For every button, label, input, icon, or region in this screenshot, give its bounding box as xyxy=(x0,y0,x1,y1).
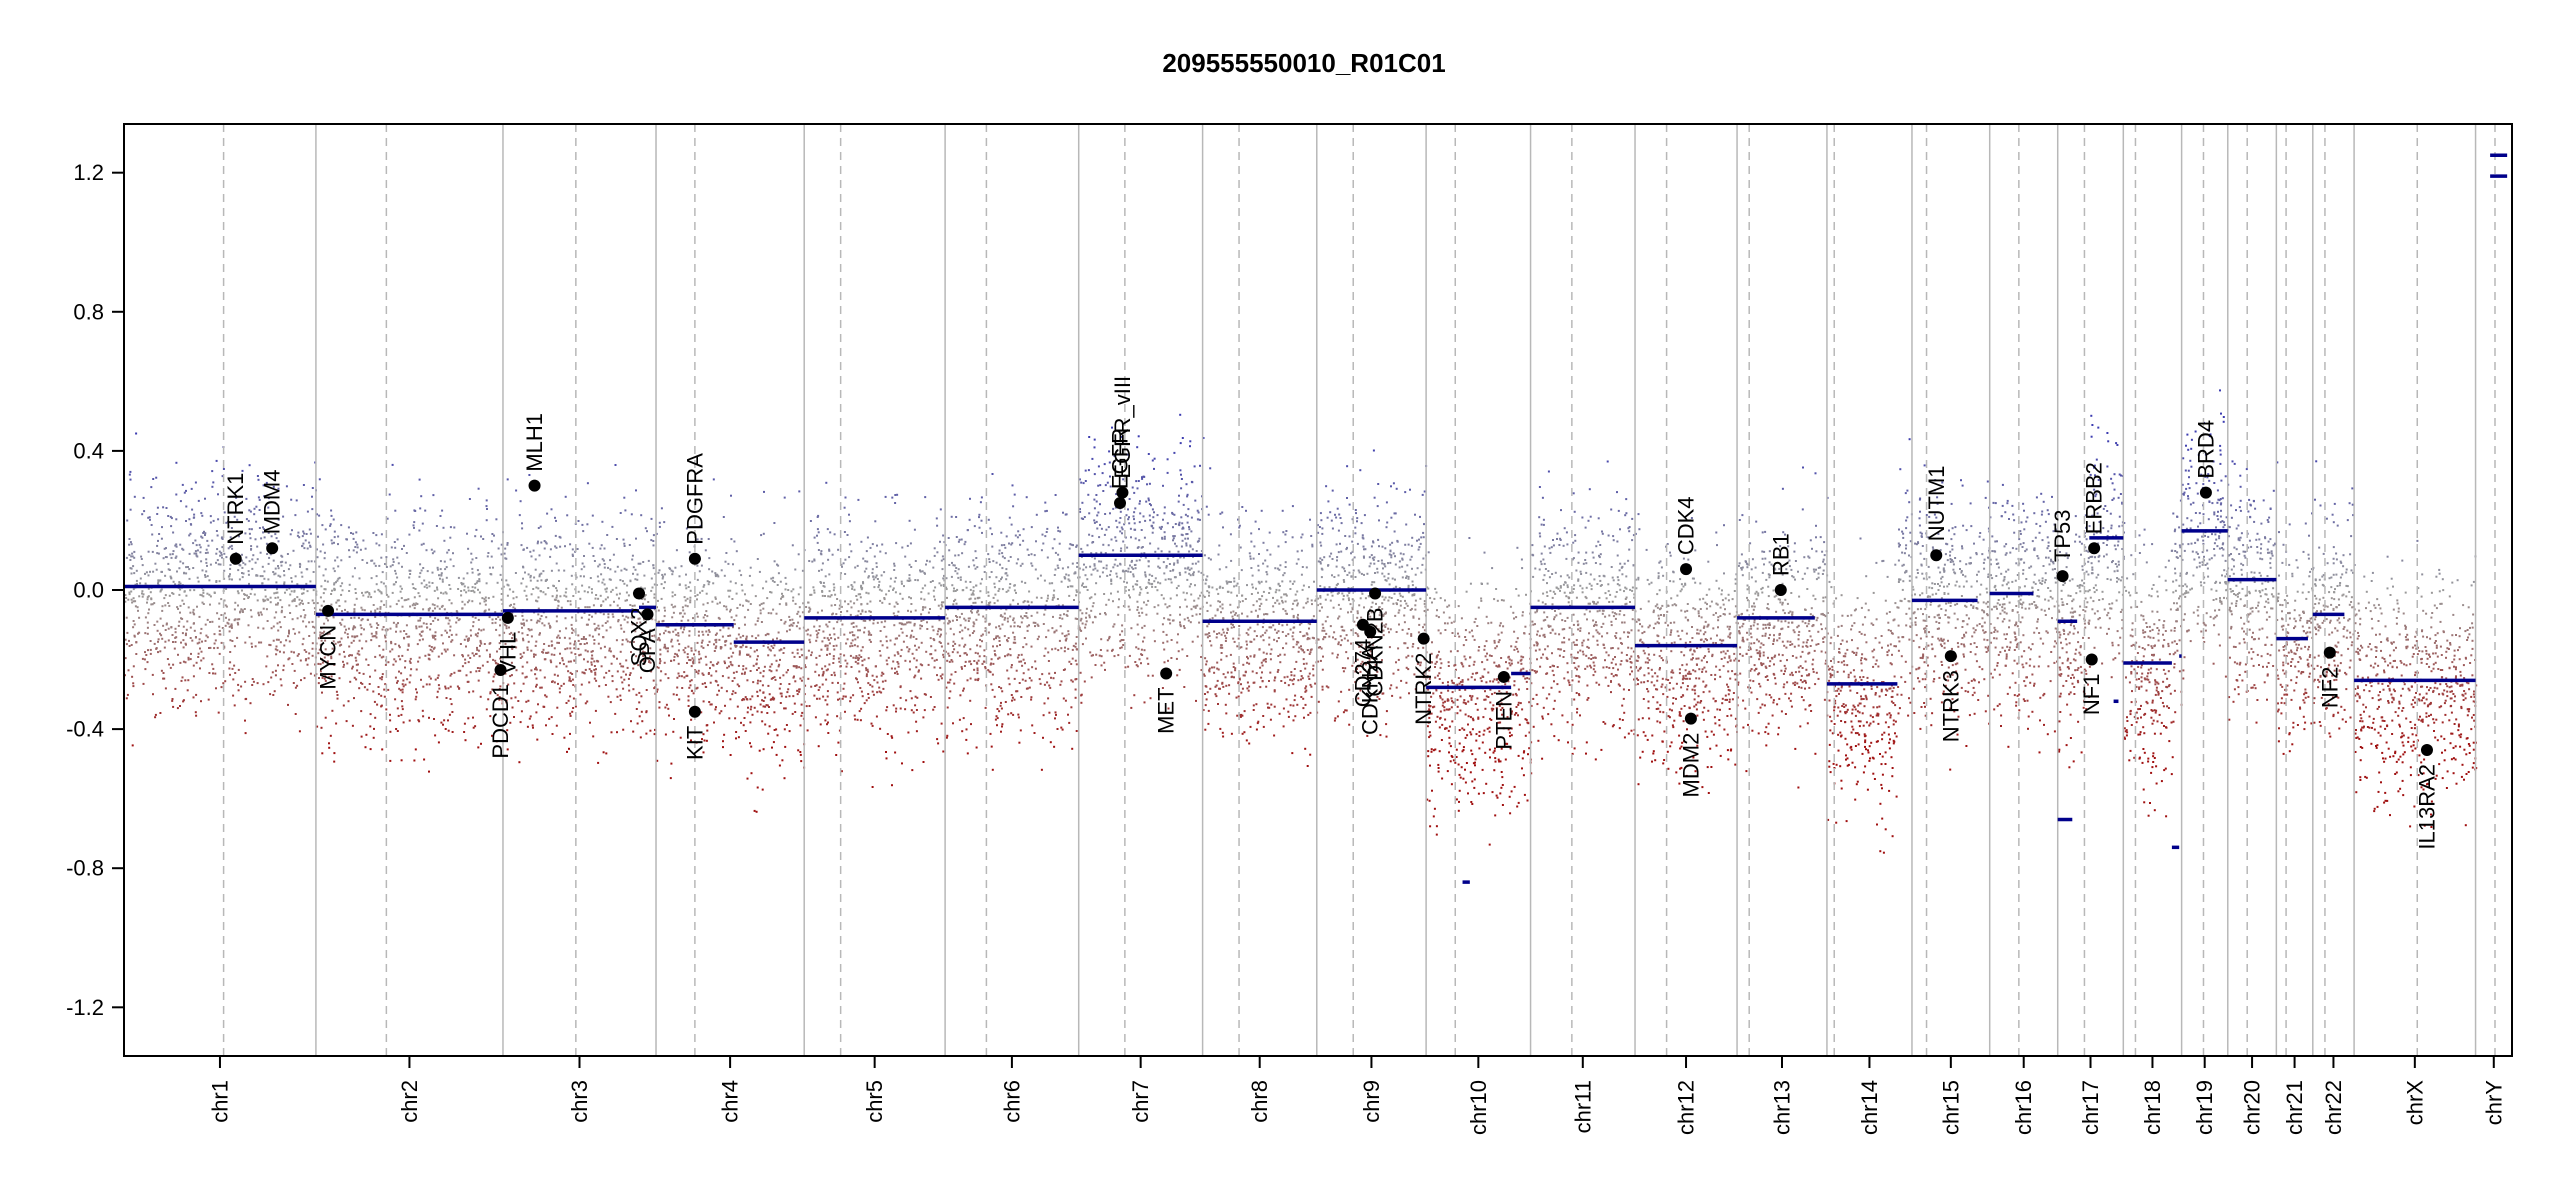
gene-label: OPA xyxy=(635,628,660,673)
gene-label: CDKN2A xyxy=(1358,645,1383,735)
gene-point xyxy=(1944,650,1957,663)
gene-label: VHL xyxy=(495,632,520,675)
gene-point xyxy=(2088,542,2101,555)
chromosome-boundaries xyxy=(222,124,2496,1056)
gene-label: ERBB2 xyxy=(2082,462,2107,534)
x-tick-label: chr21 xyxy=(2282,1080,2307,1135)
gene-label: NTRK3 xyxy=(1938,670,1963,742)
x-tick-label: chr20 xyxy=(2240,1080,2265,1135)
x-tick-label: chr17 xyxy=(2078,1080,2103,1135)
x-tick-label: chr18 xyxy=(2140,1080,2165,1135)
gene-point xyxy=(688,552,701,565)
y-tick-label: 0.4 xyxy=(73,438,104,463)
gene-point xyxy=(2056,570,2069,583)
gene-point xyxy=(2420,743,2433,756)
y-tick-label: -1.2 xyxy=(66,995,104,1020)
gene-annotations: NTRK1 MDM4MYCNPDCD1VHLMLH1SOX2OPAPDGFRAKI… xyxy=(223,376,2439,850)
gene-point xyxy=(688,705,701,718)
gene-label: CDKN2B xyxy=(1363,607,1388,696)
gene-point xyxy=(1114,497,1127,510)
gene-label: NF1 xyxy=(2079,674,2104,716)
gene-point xyxy=(528,479,541,492)
gene-label: NUTM1 xyxy=(1924,465,1949,541)
chart-title: 209555550010_R01C01 xyxy=(1162,48,1445,78)
gene-point xyxy=(2085,653,2098,666)
gene-label: BRD4 xyxy=(2193,420,2218,479)
axes: 1.2 0.8 0.4 0.0 -0.4 -0.8 -1.2 chr1 chr2 chr3 chr4… xyxy=(66,160,2506,1135)
gene-label: PDGFRA xyxy=(682,453,707,545)
x-tick-label: chr10 xyxy=(1466,1080,1491,1135)
gene-label: NTRK2 xyxy=(1411,653,1436,725)
x-tick-label: chr19 xyxy=(2192,1080,2217,1135)
gene-point xyxy=(494,663,507,676)
gene-point xyxy=(501,611,514,624)
gene-point xyxy=(641,608,654,621)
y-tick-label: 0.0 xyxy=(73,578,104,603)
x-tick-label: chr5 xyxy=(862,1080,887,1123)
x-tick-label: chr2 xyxy=(397,1080,422,1123)
gene-point xyxy=(1684,712,1697,725)
gene-label: TP53 xyxy=(2050,509,2075,562)
gene-label: MYCN xyxy=(316,625,341,690)
gene-label: PTEN xyxy=(1491,691,1516,750)
x-tick-label: chr13 xyxy=(1769,1080,1794,1135)
x-tick-label: chr7 xyxy=(1128,1080,1153,1123)
gene-label: EGFR xyxy=(1108,428,1133,489)
gene-label: IL13RA2 xyxy=(2414,764,2439,850)
gene-label: NF2 xyxy=(2317,667,2342,709)
gene-point xyxy=(2323,646,2336,659)
x-tick-label: chrY xyxy=(2481,1080,2506,1126)
x-tick-label: chr12 xyxy=(1674,1080,1699,1135)
gene-label: NTRK1 xyxy=(223,473,248,545)
x-tick-label: chr15 xyxy=(1938,1080,1963,1135)
gene-label: EGFR_vIII xyxy=(1110,376,1135,479)
gene-label: KIT xyxy=(682,726,707,760)
x-tick-label: chr22 xyxy=(2321,1080,2346,1135)
gene-point xyxy=(229,552,242,565)
gene-point xyxy=(1160,667,1173,680)
gene-point xyxy=(1116,486,1129,499)
x-tick-label: chr11 xyxy=(1570,1080,1595,1133)
y-tick-label: -0.4 xyxy=(66,717,104,742)
gene-point xyxy=(2199,486,2212,499)
gene-label: PDCD1 xyxy=(488,684,513,759)
x-tick-label: chr4 xyxy=(718,1080,743,1123)
x-tick-label: chr8 xyxy=(1247,1080,1272,1123)
x-tick-label: chrX xyxy=(2402,1080,2427,1126)
gene-point xyxy=(1364,625,1377,638)
gene-label: CDK4 xyxy=(1674,496,1699,555)
gene-point xyxy=(633,587,646,600)
gene-label: CD274 xyxy=(1350,639,1375,707)
y-tick-label: 1.2 xyxy=(73,160,104,185)
gene-point xyxy=(1930,549,1943,562)
x-tick-label: chr9 xyxy=(1359,1080,1384,1123)
plot-frame xyxy=(123,123,2513,1057)
gene-point xyxy=(1774,584,1787,596)
gene-point xyxy=(1680,563,1693,576)
gene-point xyxy=(1369,587,1382,600)
y-tick-label: 0.8 xyxy=(73,299,104,324)
gene-label: MDM2 xyxy=(1678,733,1703,798)
gene-point xyxy=(1417,632,1430,645)
gene-label: RB1 xyxy=(1768,533,1793,576)
x-tick-label: chr3 xyxy=(567,1080,592,1123)
gene-label: MLH1 xyxy=(522,413,547,472)
x-tick-label: chr16 xyxy=(2011,1080,2036,1135)
gene-label: MET xyxy=(1154,687,1179,733)
gene-point xyxy=(322,604,335,617)
x-tick-label: chr14 xyxy=(1857,1080,1882,1135)
y-tick-label: -0.8 xyxy=(66,856,104,881)
x-tick-label: chr6 xyxy=(999,1080,1024,1123)
gene-point xyxy=(266,542,279,555)
x-tick-label: chr1 xyxy=(207,1080,232,1123)
gene-label: MDM4 xyxy=(260,469,285,534)
segments xyxy=(124,153,2508,884)
gene-point xyxy=(1497,670,1510,683)
